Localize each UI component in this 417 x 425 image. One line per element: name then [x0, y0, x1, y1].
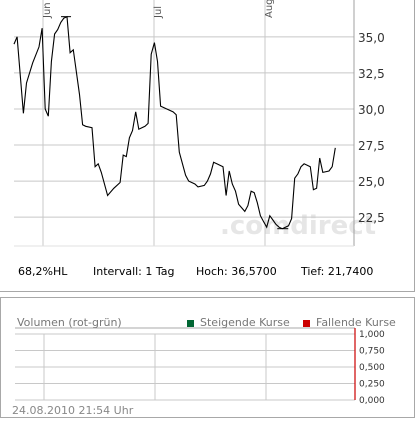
y-tick-label: 35,0 [358, 31, 385, 45]
volume-chart-panel: 1,000 0,750 0,500 0,250 0,000 Volumen (rot-g… [0, 297, 415, 418]
y-tick-label: 27,5 [358, 139, 385, 153]
volume-tick-label: 0,500 [359, 363, 385, 373]
low-stat: Tief: 21,7400 [301, 265, 374, 278]
y-tick-label: 22,5 [358, 211, 385, 225]
volume-tick-label: 0,250 [359, 380, 385, 390]
footer-timestamp: 24.08.2010 21:54 Uhr [12, 404, 134, 417]
x-tick-label: Jul [153, 6, 164, 19]
legend-rising: Steigende Kurse [187, 316, 290, 329]
price-chart-panel: .comdirect Jun Jul Aug 35,0 32,5 30,0 27,5 25,0 2… [0, 0, 415, 292]
volume-tick-label: 0,000 [359, 396, 385, 406]
volume-title: Volumen (rot-grün) [17, 316, 122, 329]
legend-rising-swatch [187, 319, 194, 327]
x-tick-label: Aug [264, 0, 275, 18]
legend-falling-swatch [303, 319, 310, 327]
hl-stat: 68,2%HL [18, 265, 68, 278]
comdirect-watermark: .comdirect [220, 211, 376, 241]
legend-rising-label: Steigende Kurse [200, 316, 290, 329]
y-tick-label: 30,0 [358, 103, 385, 117]
y-tick-label: 25,0 [358, 175, 385, 189]
price-series-line [13, 15, 336, 230]
price-stats-row: 68,2%HL Intervall: 1 Tag Hoch: 36,5700 T… [0, 262, 415, 282]
volume-chart: 1,000 0,750 0,500 0,250 0,000 [15, 327, 385, 406]
volume-tick-label: 0,750 [359, 347, 385, 357]
interval-stat: Intervall: 1 Tag [93, 265, 175, 278]
volume-tick-label: 1,000 [359, 330, 385, 340]
high-stat: Hoch: 36,5700 [196, 265, 277, 278]
y-tick-label: 32,5 [358, 67, 385, 81]
x-tick-label: Jun [42, 2, 53, 19]
legend-falling-label: Fallende Kurse [316, 316, 396, 329]
price-chart: .comdirect Jun Jul Aug 35,0 32,5 30,0 27,5 25,0 2… [13, 0, 385, 247]
legend-falling: Fallende Kurse [303, 316, 396, 329]
